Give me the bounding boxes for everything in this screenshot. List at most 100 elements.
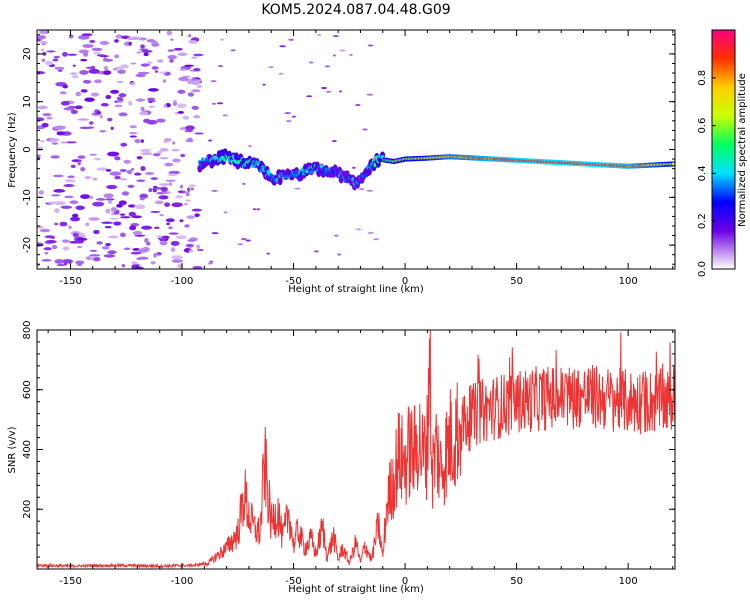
snr-x-label: Height of straight line (km) <box>288 584 424 595</box>
speckle-mark <box>114 54 120 59</box>
speckle-mark <box>166 222 170 226</box>
speckle-mark <box>129 36 141 40</box>
speckle-mark <box>188 249 194 253</box>
speckle-mark <box>185 125 195 131</box>
speckle-mark <box>40 40 48 44</box>
speckle-mark <box>175 235 187 240</box>
speckle-mark <box>172 158 181 163</box>
speckle-mark <box>170 247 176 253</box>
speckle-mark <box>103 254 116 258</box>
speckle-mark <box>294 187 301 190</box>
speckle-mark <box>41 58 45 63</box>
y-tick-label: 10 <box>22 95 33 108</box>
speckle-mark <box>131 261 138 265</box>
speckle-mark <box>159 213 164 217</box>
speckle-mark <box>179 219 184 223</box>
colorbar-label: Normalized spectral amplitude <box>737 73 748 227</box>
speckle-mark <box>84 97 95 102</box>
speckle-mark <box>159 240 168 246</box>
speckle-mark <box>37 105 48 110</box>
speckle-mark <box>74 105 83 110</box>
speckle-mark <box>187 80 192 85</box>
speckle-mark <box>54 259 65 264</box>
speckle-mark <box>136 51 142 54</box>
speckle-mark <box>146 119 158 125</box>
speckle-mark <box>103 193 114 199</box>
speckle-mark <box>64 195 74 199</box>
speckle-mark <box>75 91 82 97</box>
speckle-mark <box>79 70 89 75</box>
speckle-mark <box>349 53 353 56</box>
speckle-mark <box>191 56 198 60</box>
speckle-mark <box>117 96 124 102</box>
speckle-mark <box>359 188 365 191</box>
speckle-mark <box>84 175 92 180</box>
speckle-mark <box>362 128 368 131</box>
speckle-mark <box>76 263 83 267</box>
speckle-mark <box>78 35 90 40</box>
y-tick-label: 600 <box>22 380 33 399</box>
speckle-mark <box>101 246 110 250</box>
speckle-mark <box>157 237 167 240</box>
speckle-mark <box>218 65 223 68</box>
speckle-mark <box>168 226 173 230</box>
speckle-mark <box>332 54 337 57</box>
speckle-mark <box>194 132 204 135</box>
speckle-mark <box>105 169 112 172</box>
speckle-mark <box>54 66 65 70</box>
speckle-mark <box>123 159 132 164</box>
speckle-mark <box>140 152 153 156</box>
speckle-mark <box>143 52 149 57</box>
speckle-mark <box>332 35 339 38</box>
speckle-mark <box>156 118 166 123</box>
trace-core-mark <box>671 162 675 166</box>
speckle-mark <box>72 232 79 238</box>
spectrogram-y-label: Frequency (Hz) <box>7 112 18 188</box>
speckle-mark <box>57 69 63 72</box>
speckle-mark <box>150 261 156 265</box>
speckle-mark <box>222 114 228 117</box>
speckle-mark <box>166 30 173 36</box>
speckle-mark <box>114 175 121 180</box>
speckle-mark <box>158 71 167 74</box>
speckle-mark <box>89 121 94 125</box>
speckle-mark <box>140 148 152 153</box>
speckle-mark <box>151 66 159 70</box>
spectrogram-x-label: Height of straight line (km) <box>288 284 424 295</box>
speckle-mark <box>69 200 79 205</box>
speckle-mark <box>160 186 168 192</box>
spectrogram-x-ticks: -150 -100 -50 0 50 100 <box>47 30 674 287</box>
speckle-mark <box>103 65 109 71</box>
speckle-mark <box>60 205 73 209</box>
speckle-mark <box>126 169 133 175</box>
speckle-mark <box>113 221 122 226</box>
x-tick-label: -100 <box>171 576 194 587</box>
speckle-mark <box>285 120 292 123</box>
speckle-mark <box>52 58 59 62</box>
speckle-mark <box>61 239 70 243</box>
x-tick-label: 50 <box>510 276 523 287</box>
snr-y-label: SNR (v/v) <box>7 426 18 473</box>
speckle-mark <box>367 231 375 234</box>
speckle-mark <box>118 112 128 117</box>
speckle-mark <box>180 153 186 158</box>
speckle-mark <box>314 250 319 253</box>
speckle-mark <box>118 93 127 98</box>
speckle-mark <box>366 189 374 192</box>
speckle-mark <box>118 200 127 206</box>
speckle-mark <box>191 89 201 93</box>
speckle-mark <box>89 39 96 44</box>
speckle-mark <box>70 109 78 114</box>
speckle-mark <box>147 97 156 101</box>
colorbar-ticks: 0.0 0.2 0.4 0.6 0.8 <box>697 70 716 277</box>
speckle-mark <box>130 251 142 255</box>
speckle-mark <box>85 66 96 69</box>
x-tick-label: 100 <box>619 276 638 287</box>
speckle-mark <box>190 187 194 191</box>
speckle-mark <box>147 88 159 92</box>
speckle-mark <box>116 80 124 84</box>
snr-y-ticks: 200 400 600 800 <box>22 320 675 558</box>
speckle-mark <box>152 153 161 157</box>
speckle-mark <box>107 250 117 255</box>
